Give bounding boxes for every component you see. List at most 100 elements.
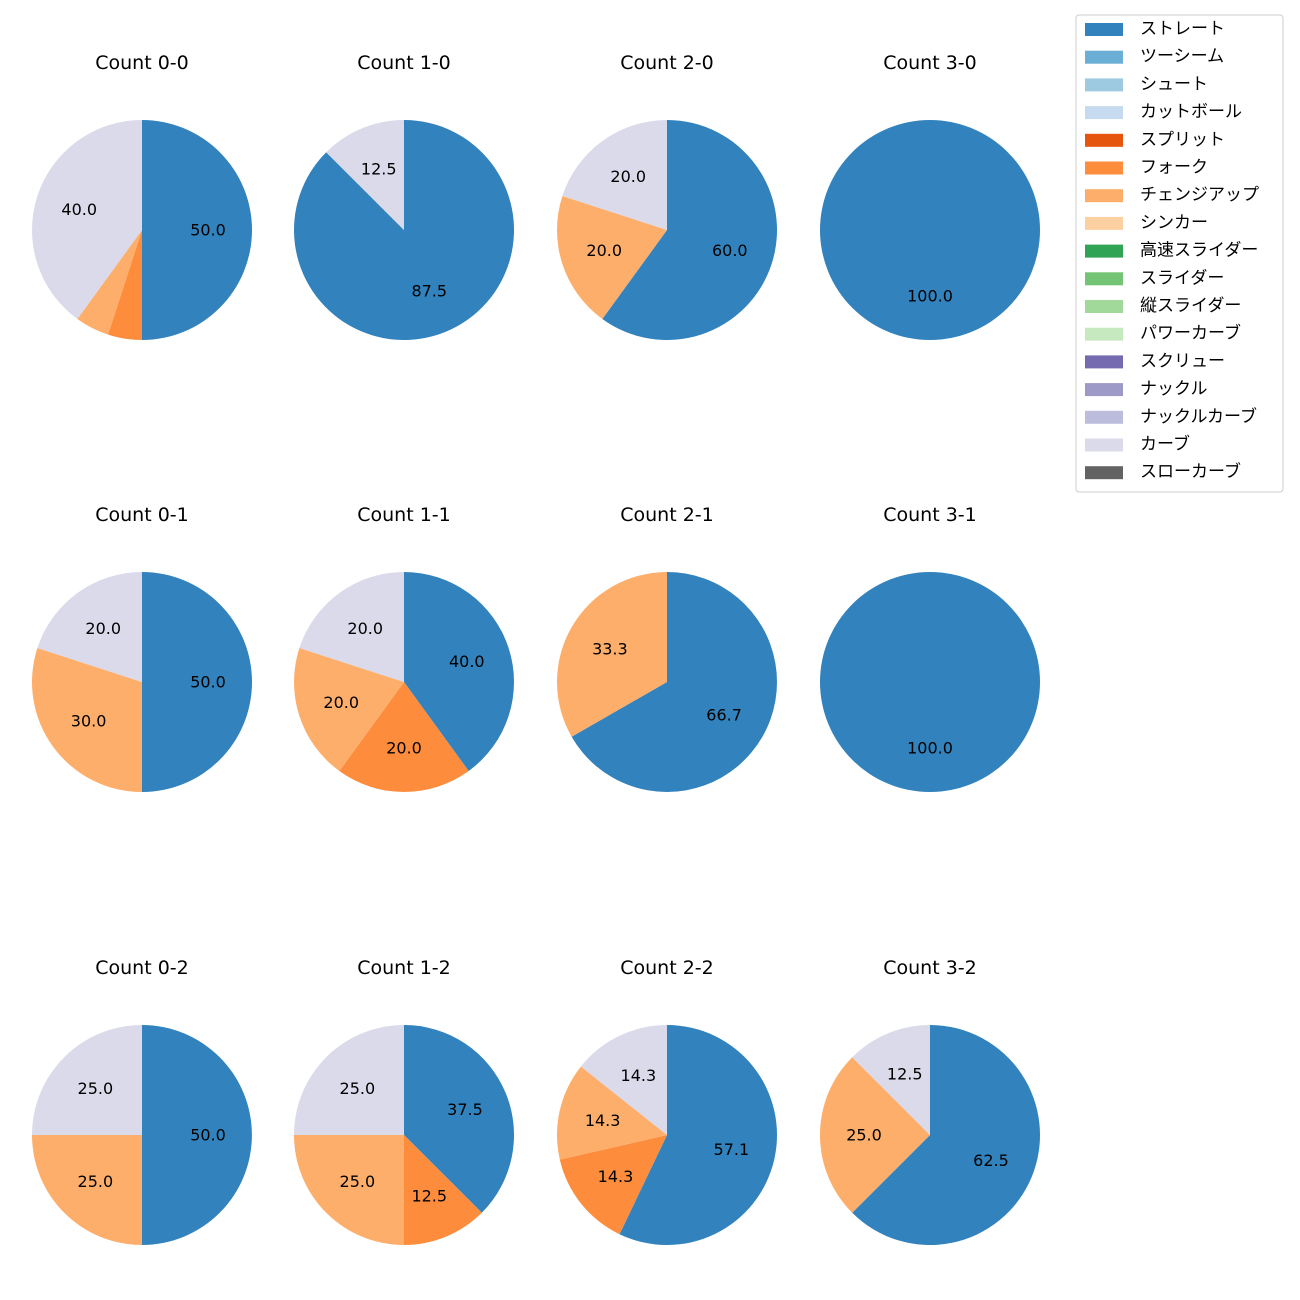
pie-9: Count 0-2 50.0 25.0 25.0 xyxy=(32,957,252,1245)
legend-item: スプリット xyxy=(1085,130,1225,150)
legend-item: スライダー xyxy=(1085,268,1224,288)
pie-slice xyxy=(32,1025,142,1135)
slice-label: 20.0 xyxy=(347,619,383,638)
pie-title: Count 2-2 xyxy=(620,957,714,979)
slice-label: 25.0 xyxy=(846,1126,882,1145)
legend-item: ストレート xyxy=(1085,19,1225,39)
pie-slice xyxy=(37,572,142,682)
slice-label: 66.7 xyxy=(706,706,742,725)
legend-label: スライダー xyxy=(1140,268,1224,288)
pie-title: Count 3-0 xyxy=(883,52,977,74)
pie-slice xyxy=(299,572,404,682)
legend-swatch xyxy=(1085,327,1123,341)
pie-slice xyxy=(142,120,252,340)
slice-label: 37.5 xyxy=(447,1100,483,1119)
legend-swatch xyxy=(1085,133,1123,147)
slice-label: 12.5 xyxy=(361,160,397,179)
legend-item: チェンジアップ xyxy=(1085,185,1259,205)
legend-swatch xyxy=(1085,383,1123,397)
pie-slice xyxy=(142,1025,252,1245)
pie-slice xyxy=(294,1025,404,1135)
slice-label: 50.0 xyxy=(190,1126,226,1145)
pie-2: Count 1-0 87.5 12.5 xyxy=(294,52,514,340)
legend-label: ツーシーム xyxy=(1140,47,1224,67)
pie-4: Count 3-0 100.0 xyxy=(820,52,1040,340)
legend-label: 高速スライダー xyxy=(1140,241,1258,261)
legend-label: チェンジアップ xyxy=(1140,185,1259,205)
legend-swatch xyxy=(1085,78,1123,92)
legend-swatch xyxy=(1085,161,1123,175)
legend-swatch xyxy=(1085,438,1123,452)
pie-title: Count 1-1 xyxy=(357,504,451,526)
pie-slice xyxy=(404,1135,482,1245)
slice-label: 20.0 xyxy=(386,739,422,758)
legend-swatch xyxy=(1085,272,1123,286)
pie-slice xyxy=(571,572,777,792)
legend-label: スローカーブ xyxy=(1140,461,1241,482)
legend-label: カーブ xyxy=(1140,434,1190,455)
pie-title: Count 2-0 xyxy=(620,52,714,74)
slice-label: 40.0 xyxy=(449,652,485,671)
legend-swatch xyxy=(1085,50,1123,64)
pie-slice xyxy=(852,1025,1041,1245)
legend-swatch xyxy=(1085,216,1123,230)
slice-label: 40.0 xyxy=(61,200,97,219)
pie-slice xyxy=(820,572,1040,792)
pie-3: Count 2-0 60.0 20.0 20.0 xyxy=(557,52,777,340)
legend-label: 縦スライダー xyxy=(1140,296,1241,316)
legend-swatch xyxy=(1085,300,1123,313)
legend-item: フォーク xyxy=(1085,158,1208,178)
legend-item: ナックルカーブ xyxy=(1085,406,1257,427)
pie-11: Count 2-2 57.1 14.3 14.3 14.3 xyxy=(557,957,777,1245)
legend-label: ストレート xyxy=(1140,19,1225,39)
legend-label: ナックルカーブ xyxy=(1140,406,1257,427)
pie-title: Count 1-2 xyxy=(357,957,451,979)
pie-slice xyxy=(559,1135,667,1235)
pie-slice xyxy=(557,1066,667,1160)
legend-label: フォーク xyxy=(1140,158,1208,178)
pie-slice xyxy=(31,120,142,319)
pie-slice xyxy=(31,648,142,792)
slice-label: 60.0 xyxy=(712,241,748,260)
pie-slice xyxy=(819,1057,930,1213)
pie-slice xyxy=(32,1135,142,1245)
pie-slice xyxy=(619,1025,777,1245)
pie-slice xyxy=(294,1135,404,1245)
slice-label: 100.0 xyxy=(907,287,953,306)
slice-label: 20.0 xyxy=(610,167,646,186)
pie-slice xyxy=(820,120,1040,340)
pie-10: Count 1-2 37.5 12.5 25.0 25.0 xyxy=(294,957,514,1245)
slice-label: 30.0 xyxy=(71,711,107,730)
legend-items: ストレートツーシームシュートカットボールスプリットフォークチェンジアップシンカー… xyxy=(1085,19,1259,482)
pie-slice xyxy=(562,120,667,230)
slice-label: 25.0 xyxy=(78,1172,114,1191)
legend-item: パワーカーブ xyxy=(1085,323,1241,344)
legend-label: ナックル xyxy=(1140,379,1208,399)
legend-item: シュート xyxy=(1085,74,1208,94)
legend: ストレートツーシームシュートカットボールスプリットフォークチェンジアップシンカー… xyxy=(1075,14,1284,493)
legend-label: シンカー xyxy=(1140,213,1208,233)
legend-item: スクリュー xyxy=(1085,351,1225,371)
pie-title: Count 1-0 xyxy=(357,52,451,74)
legend-frame xyxy=(1075,14,1284,493)
legend-swatch xyxy=(1085,23,1123,36)
pie-8: Count 3-1 100.0 xyxy=(820,504,1040,792)
pie-title: Count 3-2 xyxy=(883,957,977,979)
legend-swatch xyxy=(1085,466,1123,480)
slice-label: 50.0 xyxy=(190,673,226,692)
pie-title: Count 3-1 xyxy=(883,504,977,526)
slice-label: 33.3 xyxy=(592,639,628,658)
pie-title: Count 0-1 xyxy=(95,504,189,526)
pie-6: Count 1-1 40.0 20.0 20.0 20.0 xyxy=(293,504,515,792)
legend-item: カットボール xyxy=(1085,102,1242,122)
legend-swatch xyxy=(1085,410,1123,424)
slice-label: 57.1 xyxy=(714,1140,750,1159)
legend-item: カーブ xyxy=(1085,434,1190,455)
legend-item: シンカー xyxy=(1085,213,1208,233)
legend-item: ツーシーム xyxy=(1085,47,1224,67)
legend-item: ナックル xyxy=(1085,379,1208,399)
slice-label: 25.0 xyxy=(340,1172,376,1191)
legend-item: 高速スライダー xyxy=(1085,241,1258,261)
